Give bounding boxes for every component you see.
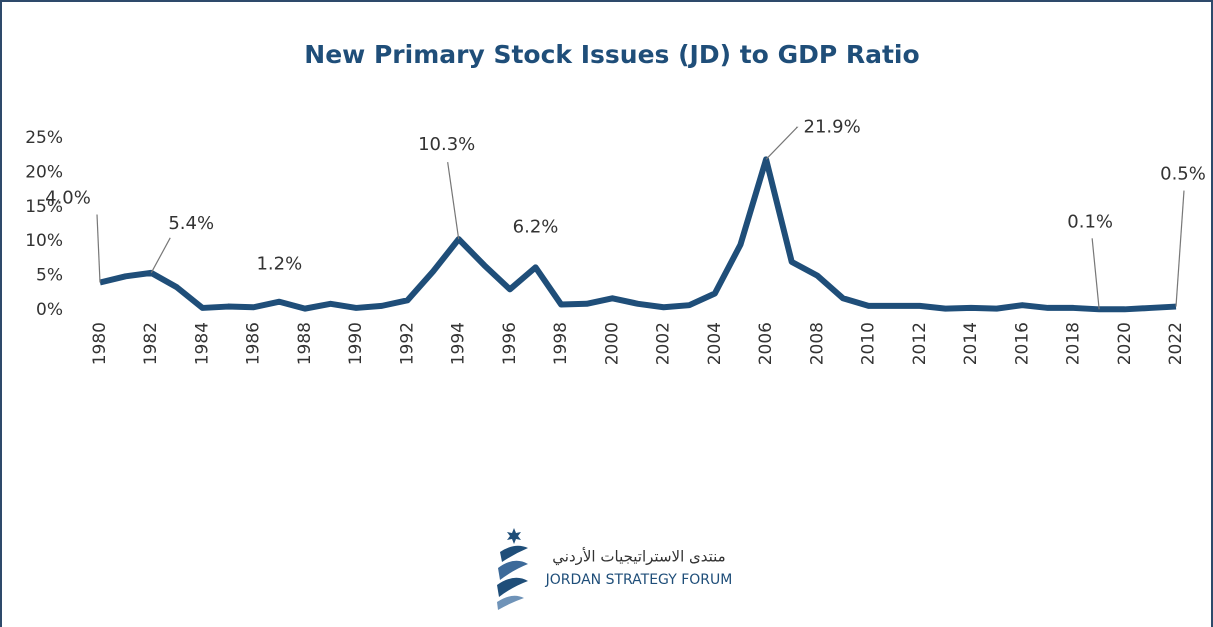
data-label: 0.1%: [1067, 211, 1113, 232]
y-tick-label: 0%: [36, 300, 63, 320]
x-tick-label: 1984: [192, 322, 212, 365]
x-tick-label: 2002: [654, 322, 674, 365]
leader-line: [1175, 190, 1185, 307]
x-tick-label: 2018: [1064, 322, 1084, 365]
logo-stripe: [497, 595, 524, 610]
x-tick-label: 2012: [910, 322, 930, 365]
y-tick-label: 10%: [25, 231, 63, 251]
x-tick-label: 1982: [141, 322, 161, 365]
logo-stripe: [500, 545, 528, 562]
x-tick-label: 1986: [244, 322, 264, 365]
logo-stripe: [497, 577, 528, 597]
y-tick-label: 25%: [25, 128, 63, 148]
leader-line: [447, 162, 460, 240]
x-tick-label: 2016: [1012, 322, 1032, 365]
y-tick-label: 20%: [25, 162, 63, 182]
leader-line: [765, 126, 799, 160]
x-tick-label: 2020: [1115, 322, 1135, 365]
logo-star: [507, 528, 521, 544]
data-label: 21.9%: [804, 116, 861, 137]
data-label: 0.5%: [1160, 164, 1206, 185]
logo-english: JORDAN STRATEGY FORUM: [545, 572, 733, 588]
data-label: 6.2%: [513, 216, 559, 237]
x-tick-label: 1988: [295, 322, 315, 365]
x-tick-label: 2014: [961, 322, 981, 365]
x-tick-label: 2008: [807, 322, 827, 365]
data-label: 5.4%: [168, 213, 214, 234]
x-tick-label: 1992: [397, 322, 417, 365]
x-tick-label: 2004: [705, 322, 725, 365]
x-tick-label: 2000: [602, 322, 622, 365]
chart-title: New Primary Stock Issues (JD) to GDP Rat…: [304, 40, 919, 69]
logo: منتدى الاستراتيجيات الأردني JORDAN STRAT…: [497, 528, 732, 610]
x-tick-label: 1994: [449, 322, 469, 365]
x-tick-label: 1980: [90, 322, 110, 365]
data-label: 4.0%: [45, 187, 91, 208]
leader-line: [150, 237, 171, 274]
x-tick-label: 1998: [551, 322, 571, 365]
line: [99, 156, 1177, 313]
logo-stripe: [498, 560, 528, 580]
logo-arabic: منتدى الاستراتيجيات الأردني: [552, 547, 725, 567]
leader-line: [96, 214, 101, 283]
data-label: 10.3%: [418, 134, 475, 155]
x-tick-label: 1990: [346, 322, 366, 365]
y-tick-label: 15%: [25, 197, 63, 217]
x-tick-label: 2006: [756, 322, 776, 365]
x-tick-label: 2010: [859, 322, 879, 365]
y-tick-label: 5%: [36, 266, 63, 286]
x-tick-label: 1996: [500, 322, 520, 365]
data-label: 1.2%: [256, 254, 302, 275]
leader-line: [1091, 238, 1100, 310]
x-tick-label: 2022: [1166, 322, 1186, 365]
